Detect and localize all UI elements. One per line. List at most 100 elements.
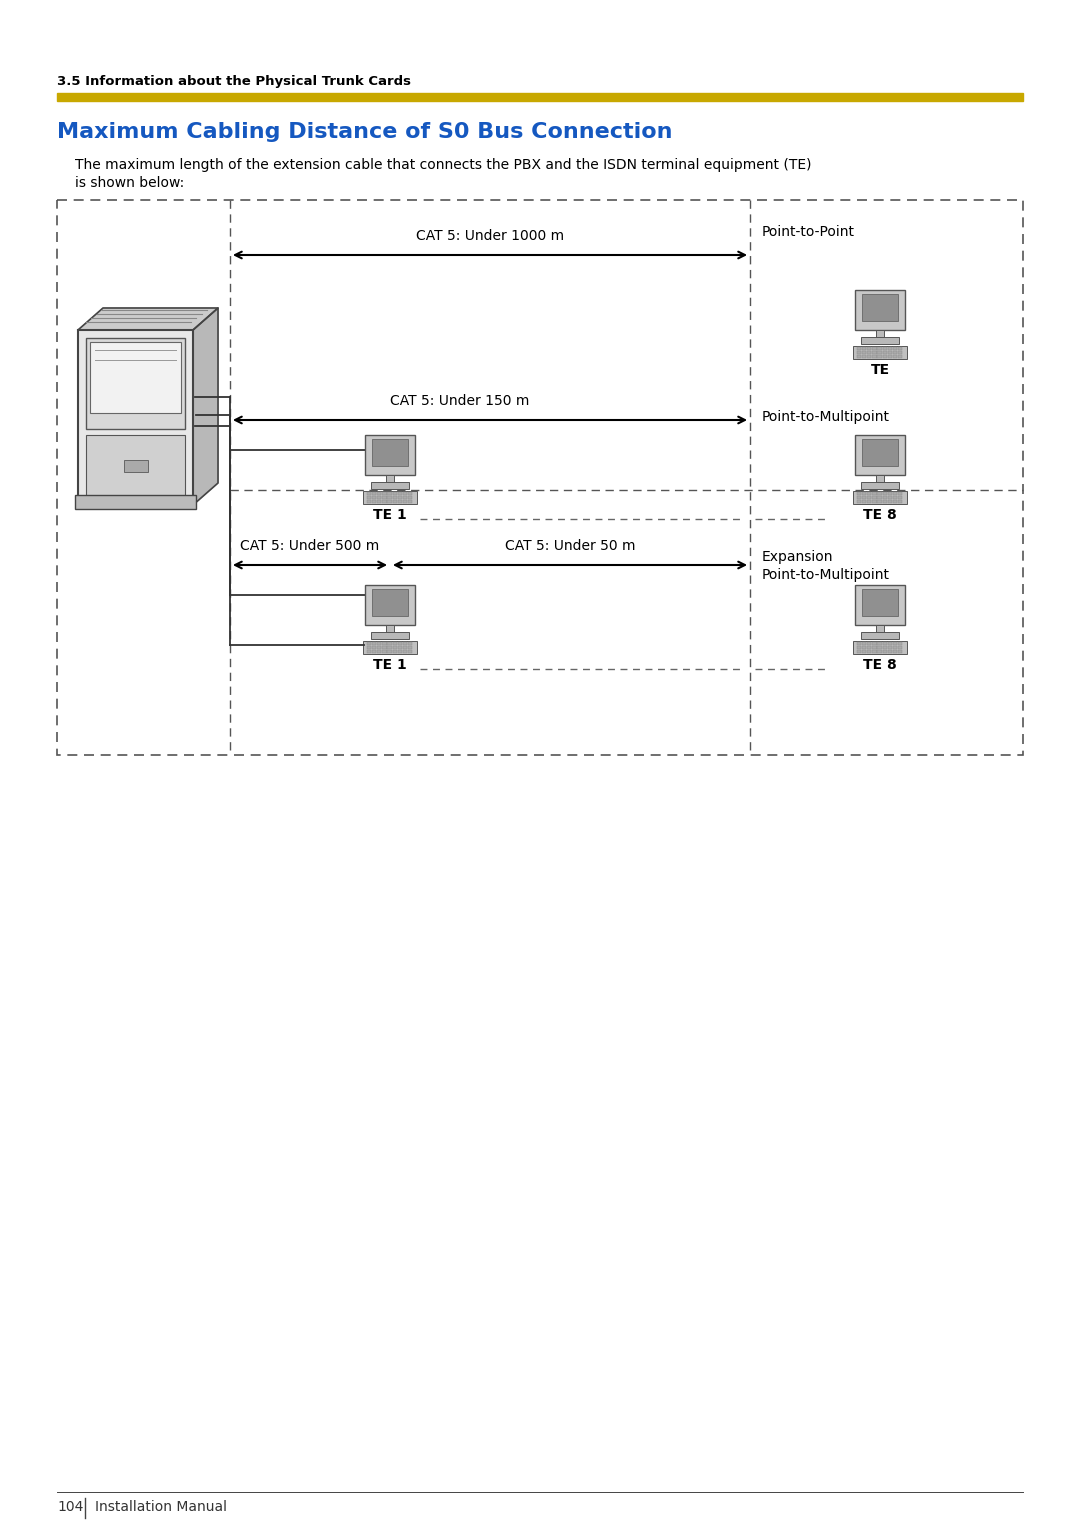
Bar [888, 642, 892, 645]
Bar [897, 354, 902, 358]
Bar [377, 492, 381, 495]
Bar [370, 483, 409, 489]
Bar [90, 342, 181, 413]
Bar [876, 625, 883, 633]
Text: The maximum length of the extension cable that connects the PBX and the ISDN ter: The maximum length of the extension cabl… [75, 157, 811, 173]
Bar [397, 492, 402, 495]
Bar [408, 500, 413, 503]
Bar [893, 646, 897, 649]
Bar [862, 642, 866, 645]
Bar [873, 492, 877, 495]
Bar [877, 354, 881, 358]
Text: CAT 5: Under 1000 m: CAT 5: Under 1000 m [416, 229, 564, 243]
Bar [403, 497, 407, 500]
Bar [877, 500, 881, 503]
Bar [893, 351, 897, 354]
Bar [888, 354, 892, 358]
Bar [862, 351, 866, 354]
Bar [873, 497, 877, 500]
Bar [893, 642, 897, 645]
Bar [388, 649, 392, 652]
Text: TE 1: TE 1 [373, 507, 407, 521]
Bar [862, 492, 866, 495]
Bar [388, 642, 392, 645]
Bar [382, 492, 387, 495]
Bar [854, 434, 905, 475]
Bar [882, 642, 887, 645]
Bar [882, 351, 887, 354]
Bar [123, 460, 148, 472]
Bar [867, 500, 872, 503]
Bar [897, 646, 902, 649]
Bar [897, 500, 902, 503]
Bar [373, 497, 376, 500]
Bar [882, 500, 887, 503]
Bar [882, 492, 887, 495]
Bar [858, 497, 861, 500]
Bar [877, 351, 881, 354]
Bar [370, 633, 409, 639]
Text: Installation Manual: Installation Manual [95, 1500, 227, 1514]
Bar [858, 500, 861, 503]
Bar [897, 642, 902, 645]
Bar [888, 347, 892, 350]
Bar [408, 646, 413, 649]
Bar [862, 347, 866, 350]
Bar [408, 492, 413, 495]
Bar [367, 646, 372, 649]
Bar [372, 440, 408, 466]
Bar [382, 646, 387, 649]
Bar [876, 475, 883, 483]
Bar [877, 649, 881, 652]
Bar [873, 347, 877, 350]
Bar [397, 500, 402, 503]
Bar [363, 490, 417, 504]
Polygon shape [193, 309, 218, 504]
Bar [873, 500, 877, 503]
Bar [392, 646, 396, 649]
Bar [858, 646, 861, 649]
Bar [877, 646, 881, 649]
Bar [377, 500, 381, 503]
Bar [392, 649, 396, 652]
Bar [397, 646, 402, 649]
Polygon shape [78, 309, 218, 330]
Bar [858, 642, 861, 645]
Bar [893, 354, 897, 358]
Bar [403, 492, 407, 495]
Text: 104: 104 [57, 1500, 83, 1514]
Bar [888, 500, 892, 503]
Bar [862, 500, 866, 503]
Bar [408, 649, 413, 652]
Bar [862, 354, 866, 358]
Bar [387, 625, 394, 633]
Bar [853, 640, 907, 654]
Bar [367, 642, 372, 645]
Bar [365, 434, 416, 475]
Text: Point-to-Multipoint: Point-to-Multipoint [762, 568, 890, 582]
Bar [86, 435, 185, 497]
Bar [388, 646, 392, 649]
Bar [858, 354, 861, 358]
Text: TE 8: TE 8 [863, 507, 896, 521]
Bar [57, 200, 1023, 755]
Bar [392, 500, 396, 503]
Bar [862, 497, 866, 500]
Bar [867, 354, 872, 358]
Bar [57, 93, 1023, 101]
Bar [888, 649, 892, 652]
Text: Expansion: Expansion [762, 550, 834, 564]
Bar [873, 351, 877, 354]
Bar [897, 347, 902, 350]
Bar [403, 649, 407, 652]
Bar [882, 497, 887, 500]
Bar [86, 338, 185, 429]
Bar [858, 351, 861, 354]
Bar [377, 642, 381, 645]
Bar [867, 497, 872, 500]
Bar [392, 492, 396, 495]
Bar [897, 649, 902, 652]
Bar [388, 500, 392, 503]
Bar [372, 590, 408, 616]
Bar [403, 642, 407, 645]
